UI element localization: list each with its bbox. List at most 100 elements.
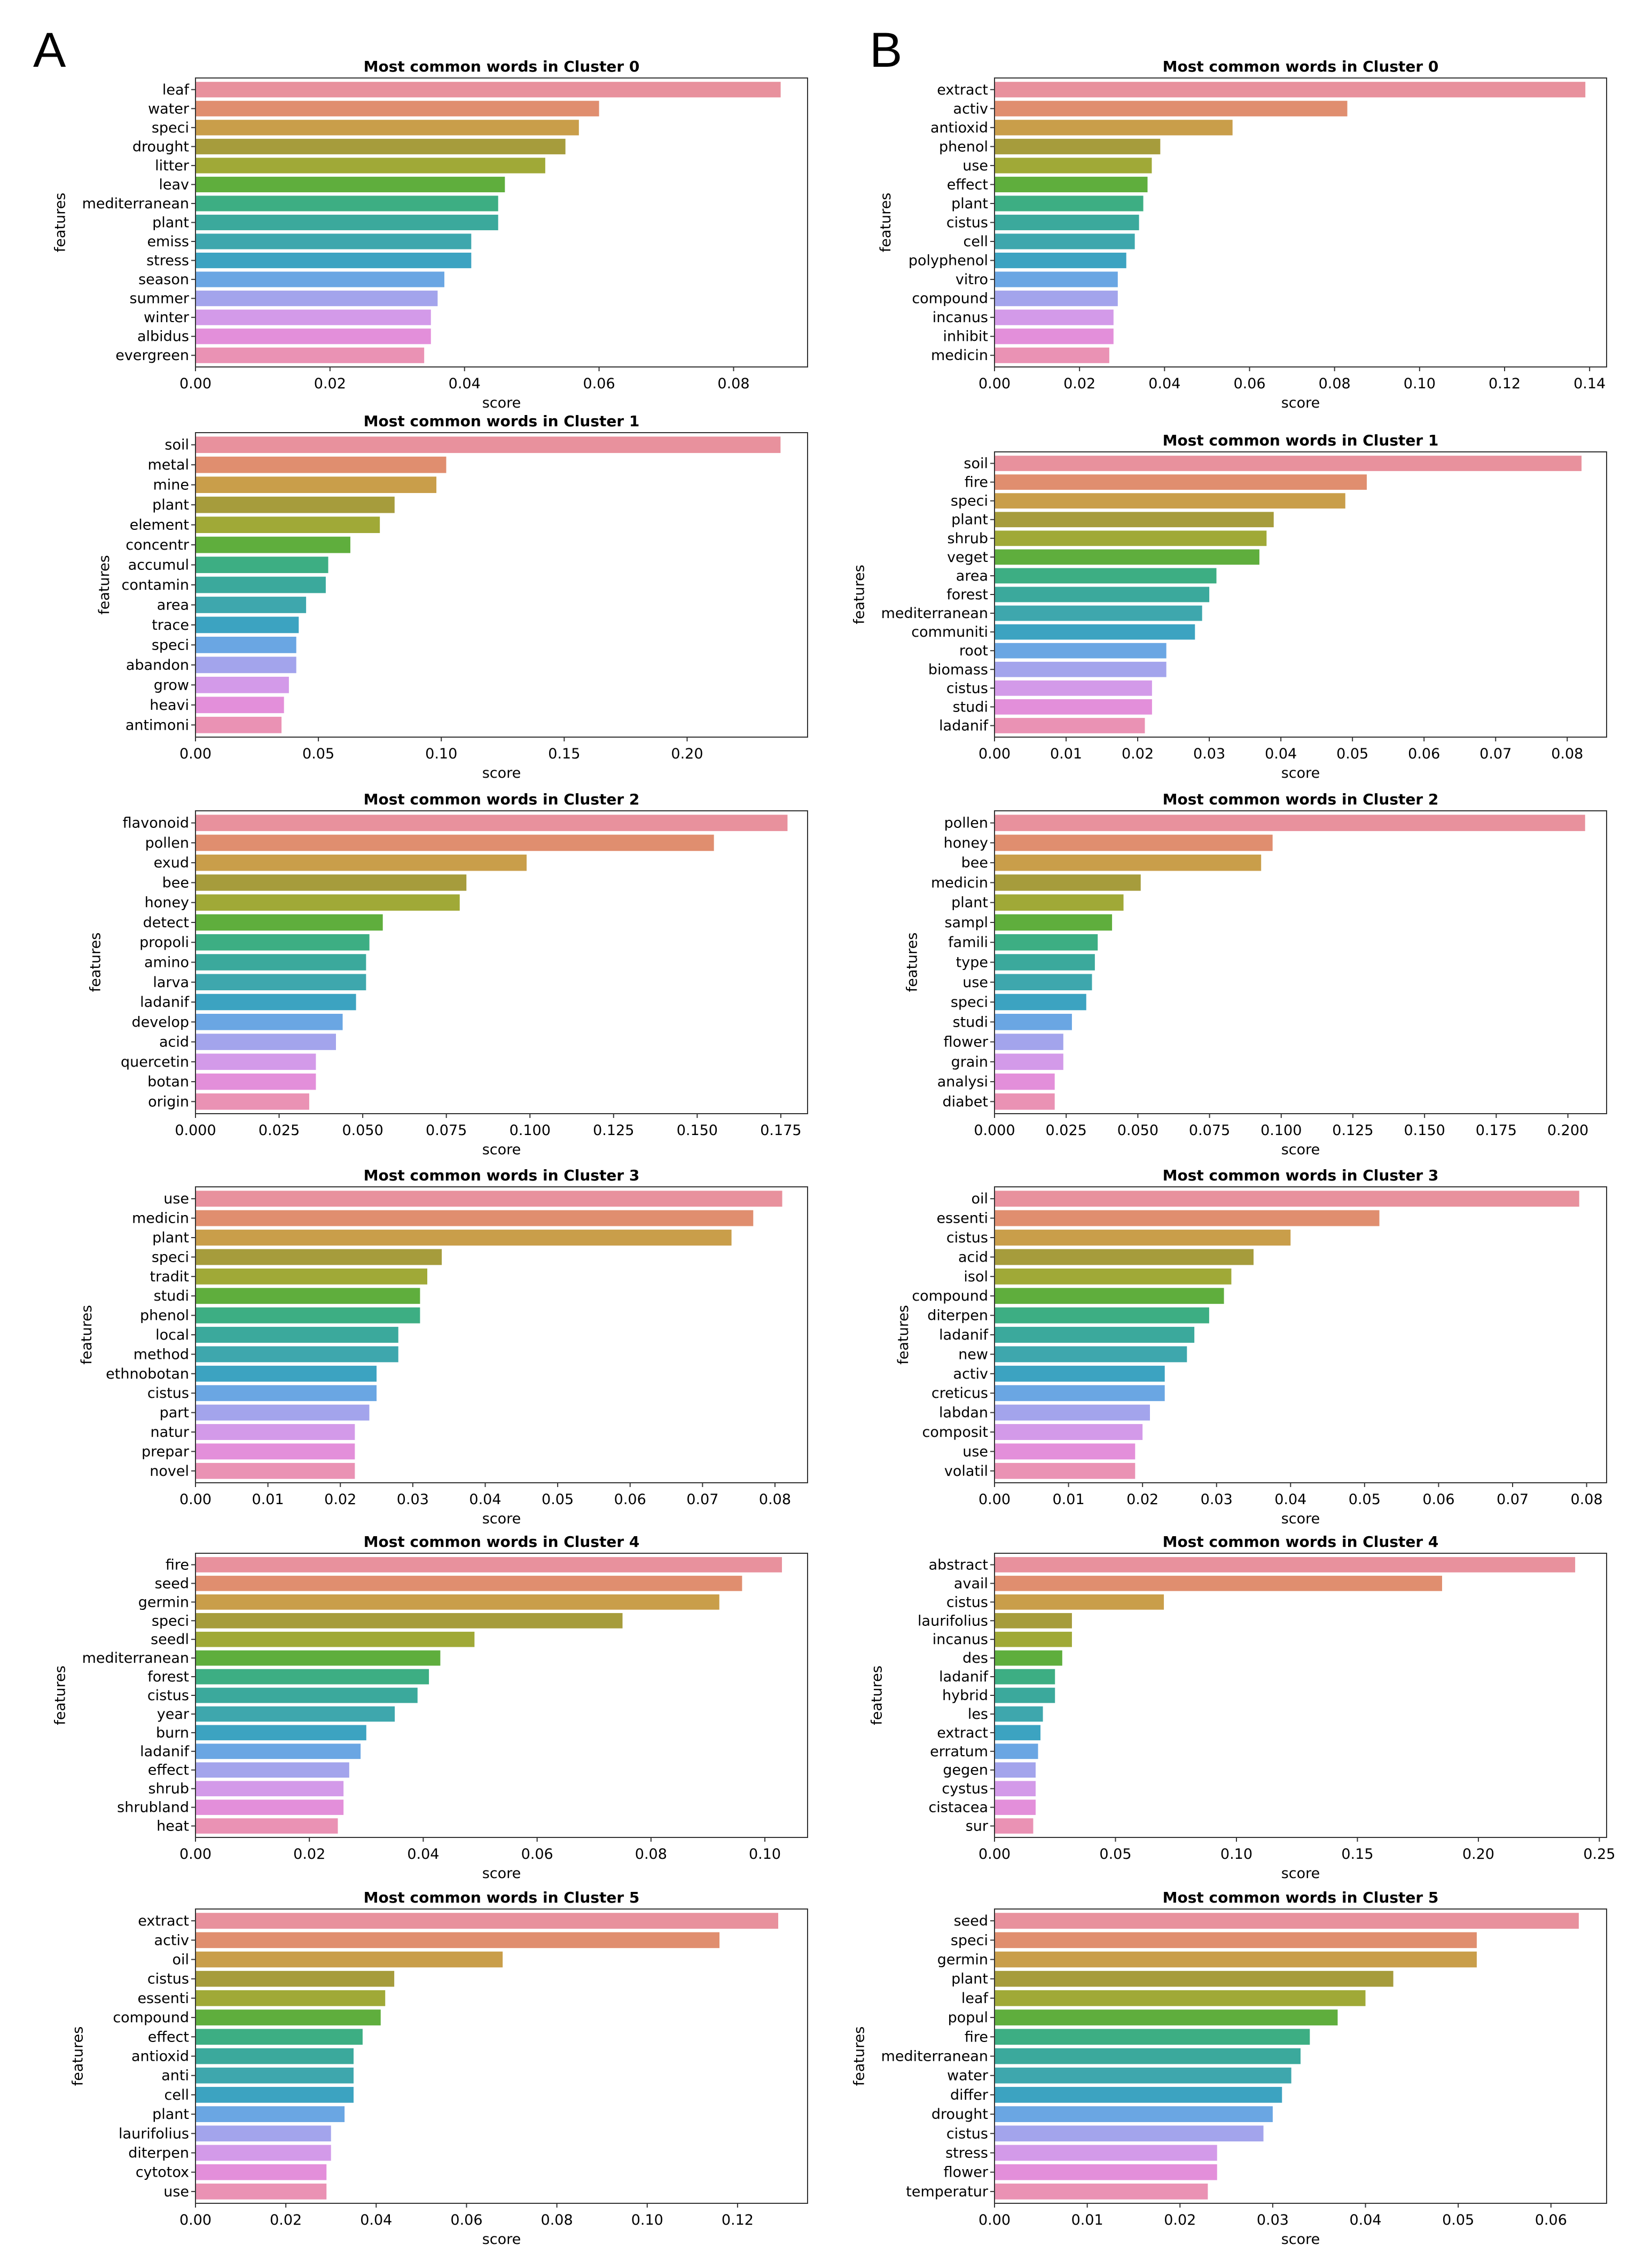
feature-label: avail: [954, 1575, 988, 1592]
feature-label: antioxid: [930, 120, 988, 136]
charts-container: Most common words in Cluster 0 leaf water s…: [52, 58, 1616, 2248]
feature-label: fire: [965, 2029, 988, 2045]
y-axis-label: features: [851, 2027, 868, 2086]
bar-diterpen: [195, 2145, 331, 2161]
chart-title: Most common words in Cluster 0: [1163, 58, 1439, 75]
bar-leaf: [195, 82, 781, 98]
x-axis-label: score: [1281, 395, 1320, 411]
feature-label: speci: [951, 994, 988, 1011]
feature-label: plant: [951, 895, 988, 911]
feature-label: leaf: [961, 1990, 989, 2007]
bar-leaf: [995, 1990, 1366, 2006]
feature-label: extract: [937, 82, 988, 98]
x-tick-label: 0.01: [1053, 1491, 1085, 1508]
chart-b-4: Most common words in Cluster 4 abstract av…: [869, 1533, 1616, 1882]
x-tick-label: 0.07: [686, 1491, 718, 1508]
feature-label: laurifolius: [119, 2125, 189, 2142]
bar-cystus: [995, 1781, 1036, 1796]
bar-trace: [195, 616, 299, 633]
feature-label: plant: [951, 195, 988, 212]
bar-fire: [195, 1557, 782, 1572]
bar-polyphenol: [995, 252, 1126, 269]
feature-label: plant: [152, 2106, 189, 2123]
bar-new: [995, 1346, 1187, 1363]
feature-label: studi: [154, 1288, 189, 1304]
bar-use: [995, 1443, 1136, 1460]
bar-diabet: [995, 1093, 1055, 1110]
bar-ladanif: [195, 993, 356, 1011]
feature-label: antimoni: [126, 717, 189, 733]
bar-fire: [995, 2029, 1310, 2045]
bar-activ: [195, 1932, 720, 1949]
bar-cistus: [195, 1687, 418, 1703]
x-tick-label: 0.07: [1479, 746, 1512, 762]
x-tick-label: 0.03: [1257, 2212, 1289, 2228]
x-tick-label: 0.04: [1274, 1491, 1306, 1508]
y-axis-label: features: [70, 2027, 87, 2086]
bar-communiti: [995, 624, 1195, 640]
plot-frame: [195, 432, 808, 738]
bar-element: [195, 517, 380, 533]
feature-label: cystus: [942, 1781, 988, 1797]
bar-plant: [195, 2106, 345, 2122]
feature-label: mediterranean: [881, 2048, 988, 2065]
bar-isol: [995, 1268, 1232, 1285]
bar-method: [195, 1346, 398, 1363]
y-axis-label: features: [79, 1305, 95, 1365]
bar-des: [995, 1650, 1062, 1666]
feature-label: pollen: [944, 815, 988, 832]
x-tick-label: 0.01: [1050, 746, 1082, 762]
x-tick-label: 0.000: [175, 1122, 216, 1139]
feature-label: plant: [152, 215, 189, 231]
feature-label: drought: [132, 138, 189, 155]
bar-sampl: [995, 914, 1113, 931]
plot-frame: [994, 77, 1607, 367]
x-tick-label: 0.02: [324, 1491, 356, 1508]
chart-b-3: Most common words in Cluster 3 oil essenti…: [895, 1167, 1607, 1527]
feature-label: winter: [144, 309, 190, 326]
x-tick-label: 0.06: [1408, 746, 1440, 762]
x-axis-label: score: [1281, 2231, 1320, 2248]
chart-title: Most common words in Cluster 3: [364, 1167, 640, 1184]
bar-drought: [195, 138, 566, 154]
feature-label: compound: [113, 2009, 189, 2026]
bar-exud: [195, 854, 527, 871]
panel-letter-a: A: [33, 23, 66, 77]
feature-label: mediterranean: [82, 1650, 189, 1667]
bar-effect: [195, 1762, 349, 1778]
bar-speci: [995, 993, 1086, 1011]
x-tick-label: 0.10: [425, 746, 457, 762]
y-axis-label: features: [869, 1665, 886, 1725]
feature-label: water: [947, 2068, 989, 2084]
feature-label: flower: [944, 2164, 989, 2181]
bar-avail: [995, 1576, 1442, 1591]
bar-essenti: [995, 1210, 1380, 1226]
bar-speci: [195, 1249, 442, 1265]
feature-label: compound: [912, 1288, 988, 1304]
feature-label: incanus: [933, 1631, 988, 1648]
bar-emiss: [195, 233, 472, 249]
x-tick-label: 0.02: [270, 2212, 302, 2228]
x-tick-label: 0.02: [293, 1846, 325, 1863]
bar-botan: [195, 1073, 316, 1090]
feature-label: temperatur: [906, 2184, 989, 2200]
chart-title: Most common words in Cluster 4: [1163, 1533, 1439, 1551]
x-tick-label: 0.05: [302, 746, 334, 762]
bar-ladanif: [995, 1327, 1195, 1343]
feature-label: pollen: [145, 835, 189, 851]
bar-activ: [995, 1365, 1165, 1382]
feature-label: propoli: [139, 934, 189, 951]
feature-label: area: [956, 568, 988, 584]
feature-label: cistus: [147, 1385, 189, 1402]
feature-label: volatil: [944, 1463, 988, 1480]
bar-veget: [995, 549, 1259, 565]
bar-soil: [195, 436, 781, 453]
plot-frame: [195, 77, 808, 367]
bar-cistus: [195, 1970, 395, 1987]
feature-label: medicin: [931, 347, 988, 364]
bar-quercetin: [195, 1053, 316, 1070]
bar-medicin: [995, 874, 1141, 891]
x-axis-label: score: [1281, 765, 1320, 781]
feature-label: method: [134, 1346, 189, 1363]
x-tick-label: 0.08: [1319, 375, 1351, 392]
